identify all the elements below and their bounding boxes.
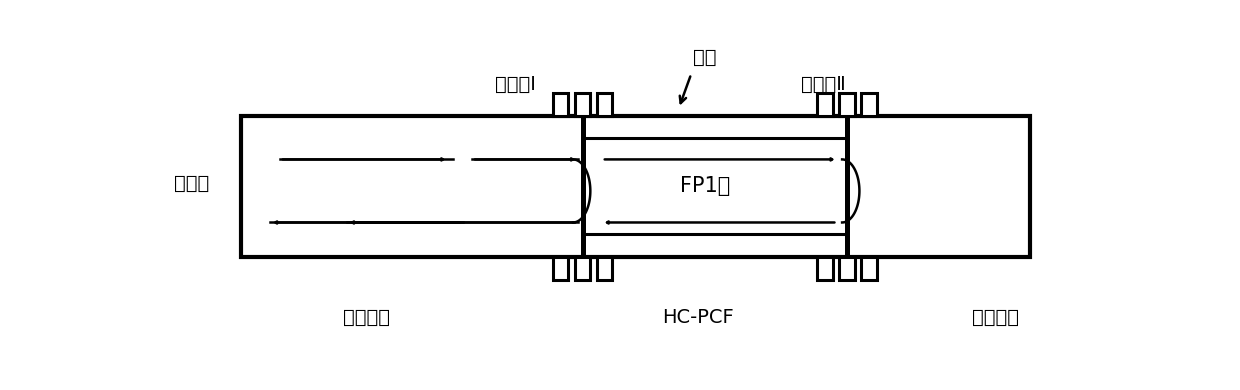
Bar — [839, 257, 854, 280]
Bar — [575, 257, 590, 280]
Text: FP1腔: FP1腔 — [680, 176, 730, 197]
Bar — [817, 93, 832, 116]
Text: 单模光纤: 单模光纤 — [343, 308, 389, 326]
Text: HC-PCF: HC-PCF — [662, 308, 734, 326]
Bar — [575, 93, 590, 116]
Text: 反射面Ⅱ: 反射面Ⅱ — [801, 75, 846, 94]
Bar — [862, 257, 877, 280]
Bar — [596, 93, 613, 116]
Bar — [817, 257, 832, 280]
Bar — [839, 93, 854, 116]
Text: 单模光纤: 单模光纤 — [972, 308, 1019, 326]
Bar — [242, 116, 1029, 257]
Text: 开孔: 开孔 — [693, 48, 717, 67]
Text: 反射面Ⅰ: 反射面Ⅰ — [495, 75, 536, 94]
Bar — [583, 138, 847, 234]
Bar — [553, 93, 568, 116]
Text: 探测光: 探测光 — [174, 174, 210, 193]
Bar — [596, 257, 613, 280]
Bar — [862, 93, 877, 116]
Bar — [553, 257, 568, 280]
